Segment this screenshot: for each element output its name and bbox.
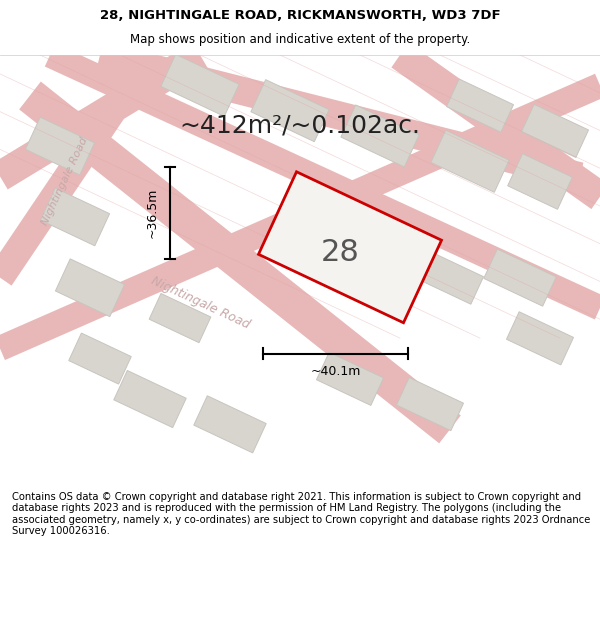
Text: Nightingale Road: Nightingale Road (40, 136, 90, 227)
Polygon shape (259, 172, 442, 322)
Polygon shape (97, 41, 583, 190)
Text: 28: 28 (320, 238, 359, 267)
Polygon shape (0, 74, 600, 360)
Polygon shape (484, 249, 556, 306)
Polygon shape (446, 79, 514, 132)
Polygon shape (251, 79, 329, 142)
Polygon shape (391, 42, 600, 209)
Text: Nightingale Road: Nightingale Road (149, 274, 251, 331)
Text: ~36.5m: ~36.5m (146, 188, 158, 238)
Polygon shape (149, 294, 211, 343)
Text: 28, NIGHTINGALE ROAD, RICKMANSWORTH, WD3 7DF: 28, NIGHTINGALE ROAD, RICKMANSWORTH, WD3… (100, 9, 500, 22)
Polygon shape (0, 47, 161, 286)
Text: ~412m²/~0.102ac.: ~412m²/~0.102ac. (179, 114, 421, 138)
Polygon shape (521, 104, 589, 158)
Polygon shape (19, 81, 461, 443)
Polygon shape (55, 259, 125, 317)
Polygon shape (508, 154, 572, 209)
Polygon shape (114, 371, 186, 428)
Polygon shape (194, 396, 266, 453)
Polygon shape (416, 251, 484, 304)
Polygon shape (316, 352, 383, 406)
Polygon shape (161, 54, 239, 116)
Text: Map shows position and indicative extent of the property.: Map shows position and indicative extent… (130, 33, 470, 46)
Polygon shape (506, 312, 574, 365)
Polygon shape (341, 105, 419, 167)
Text: ~40.1m: ~40.1m (311, 365, 361, 378)
Polygon shape (397, 378, 464, 431)
Polygon shape (69, 333, 131, 384)
Polygon shape (0, 42, 208, 189)
Polygon shape (25, 118, 95, 175)
Polygon shape (40, 188, 110, 246)
Polygon shape (431, 130, 509, 192)
Text: Contains OS data © Crown copyright and database right 2021. This information is : Contains OS data © Crown copyright and d… (12, 492, 590, 536)
Polygon shape (45, 44, 600, 319)
